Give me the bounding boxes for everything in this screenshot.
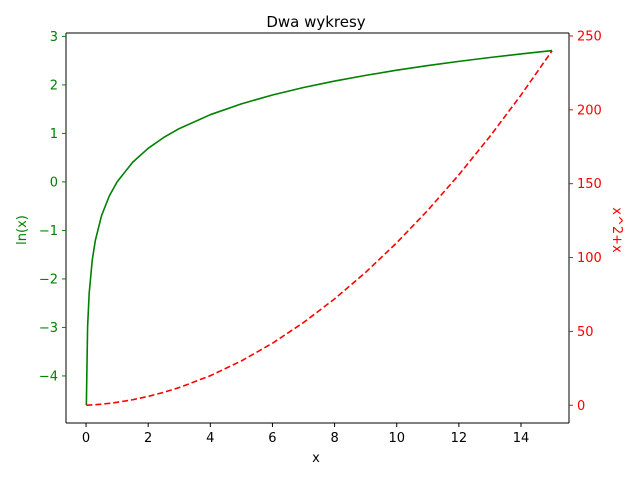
- y-right-tick-label: 0: [577, 399, 585, 414]
- y-right-tick-label: 250: [577, 29, 602, 44]
- x-tick-label: 0: [82, 431, 90, 446]
- x-tick-label: 14: [513, 431, 530, 446]
- plot-area: [65, 32, 570, 424]
- y-axis-right: 0 50 100 150 200 250: [569, 29, 602, 414]
- x-axis-label: x: [312, 451, 320, 466]
- y-axis-left-label: ln(x): [15, 215, 30, 245]
- series-line-0: [85, 49, 553, 406]
- y-left-tick-label: −4: [39, 369, 58, 384]
- y-left-tick-label: −2: [39, 272, 58, 287]
- y-left-tick-label: 3: [50, 30, 58, 45]
- y-left-tick-label: 1: [50, 127, 58, 142]
- x-tick-label: 6: [268, 431, 276, 446]
- y-left-tick-label: 0: [50, 175, 58, 190]
- y-right-tick-label: 200: [577, 103, 602, 118]
- x-tick-label: 10: [388, 431, 405, 446]
- x-tick-label: 12: [451, 431, 468, 446]
- y-right-tick-label: 50: [577, 325, 594, 340]
- y-left-tick-label: −3: [39, 321, 58, 336]
- y-right-tick-label: 100: [577, 251, 602, 266]
- y-right-tick-label: 150: [577, 177, 602, 192]
- x-tick-label: 2: [144, 431, 152, 446]
- x-axis: 0 2 4 6 8 10 12 14: [82, 423, 529, 446]
- y-left-tick-label: 2: [50, 78, 58, 93]
- series-line-1: [86, 50, 553, 407]
- y-axis-left: −4 −3 −2 −1 0 1 2 3: [39, 30, 66, 384]
- x-tick-label: 4: [206, 431, 214, 446]
- x-tick-label: 8: [330, 431, 338, 446]
- chart-title: Dwa wykresy: [266, 13, 365, 31]
- y-axis-right-label: x^2+x: [609, 207, 624, 253]
- y-left-tick-label: −1: [39, 224, 58, 239]
